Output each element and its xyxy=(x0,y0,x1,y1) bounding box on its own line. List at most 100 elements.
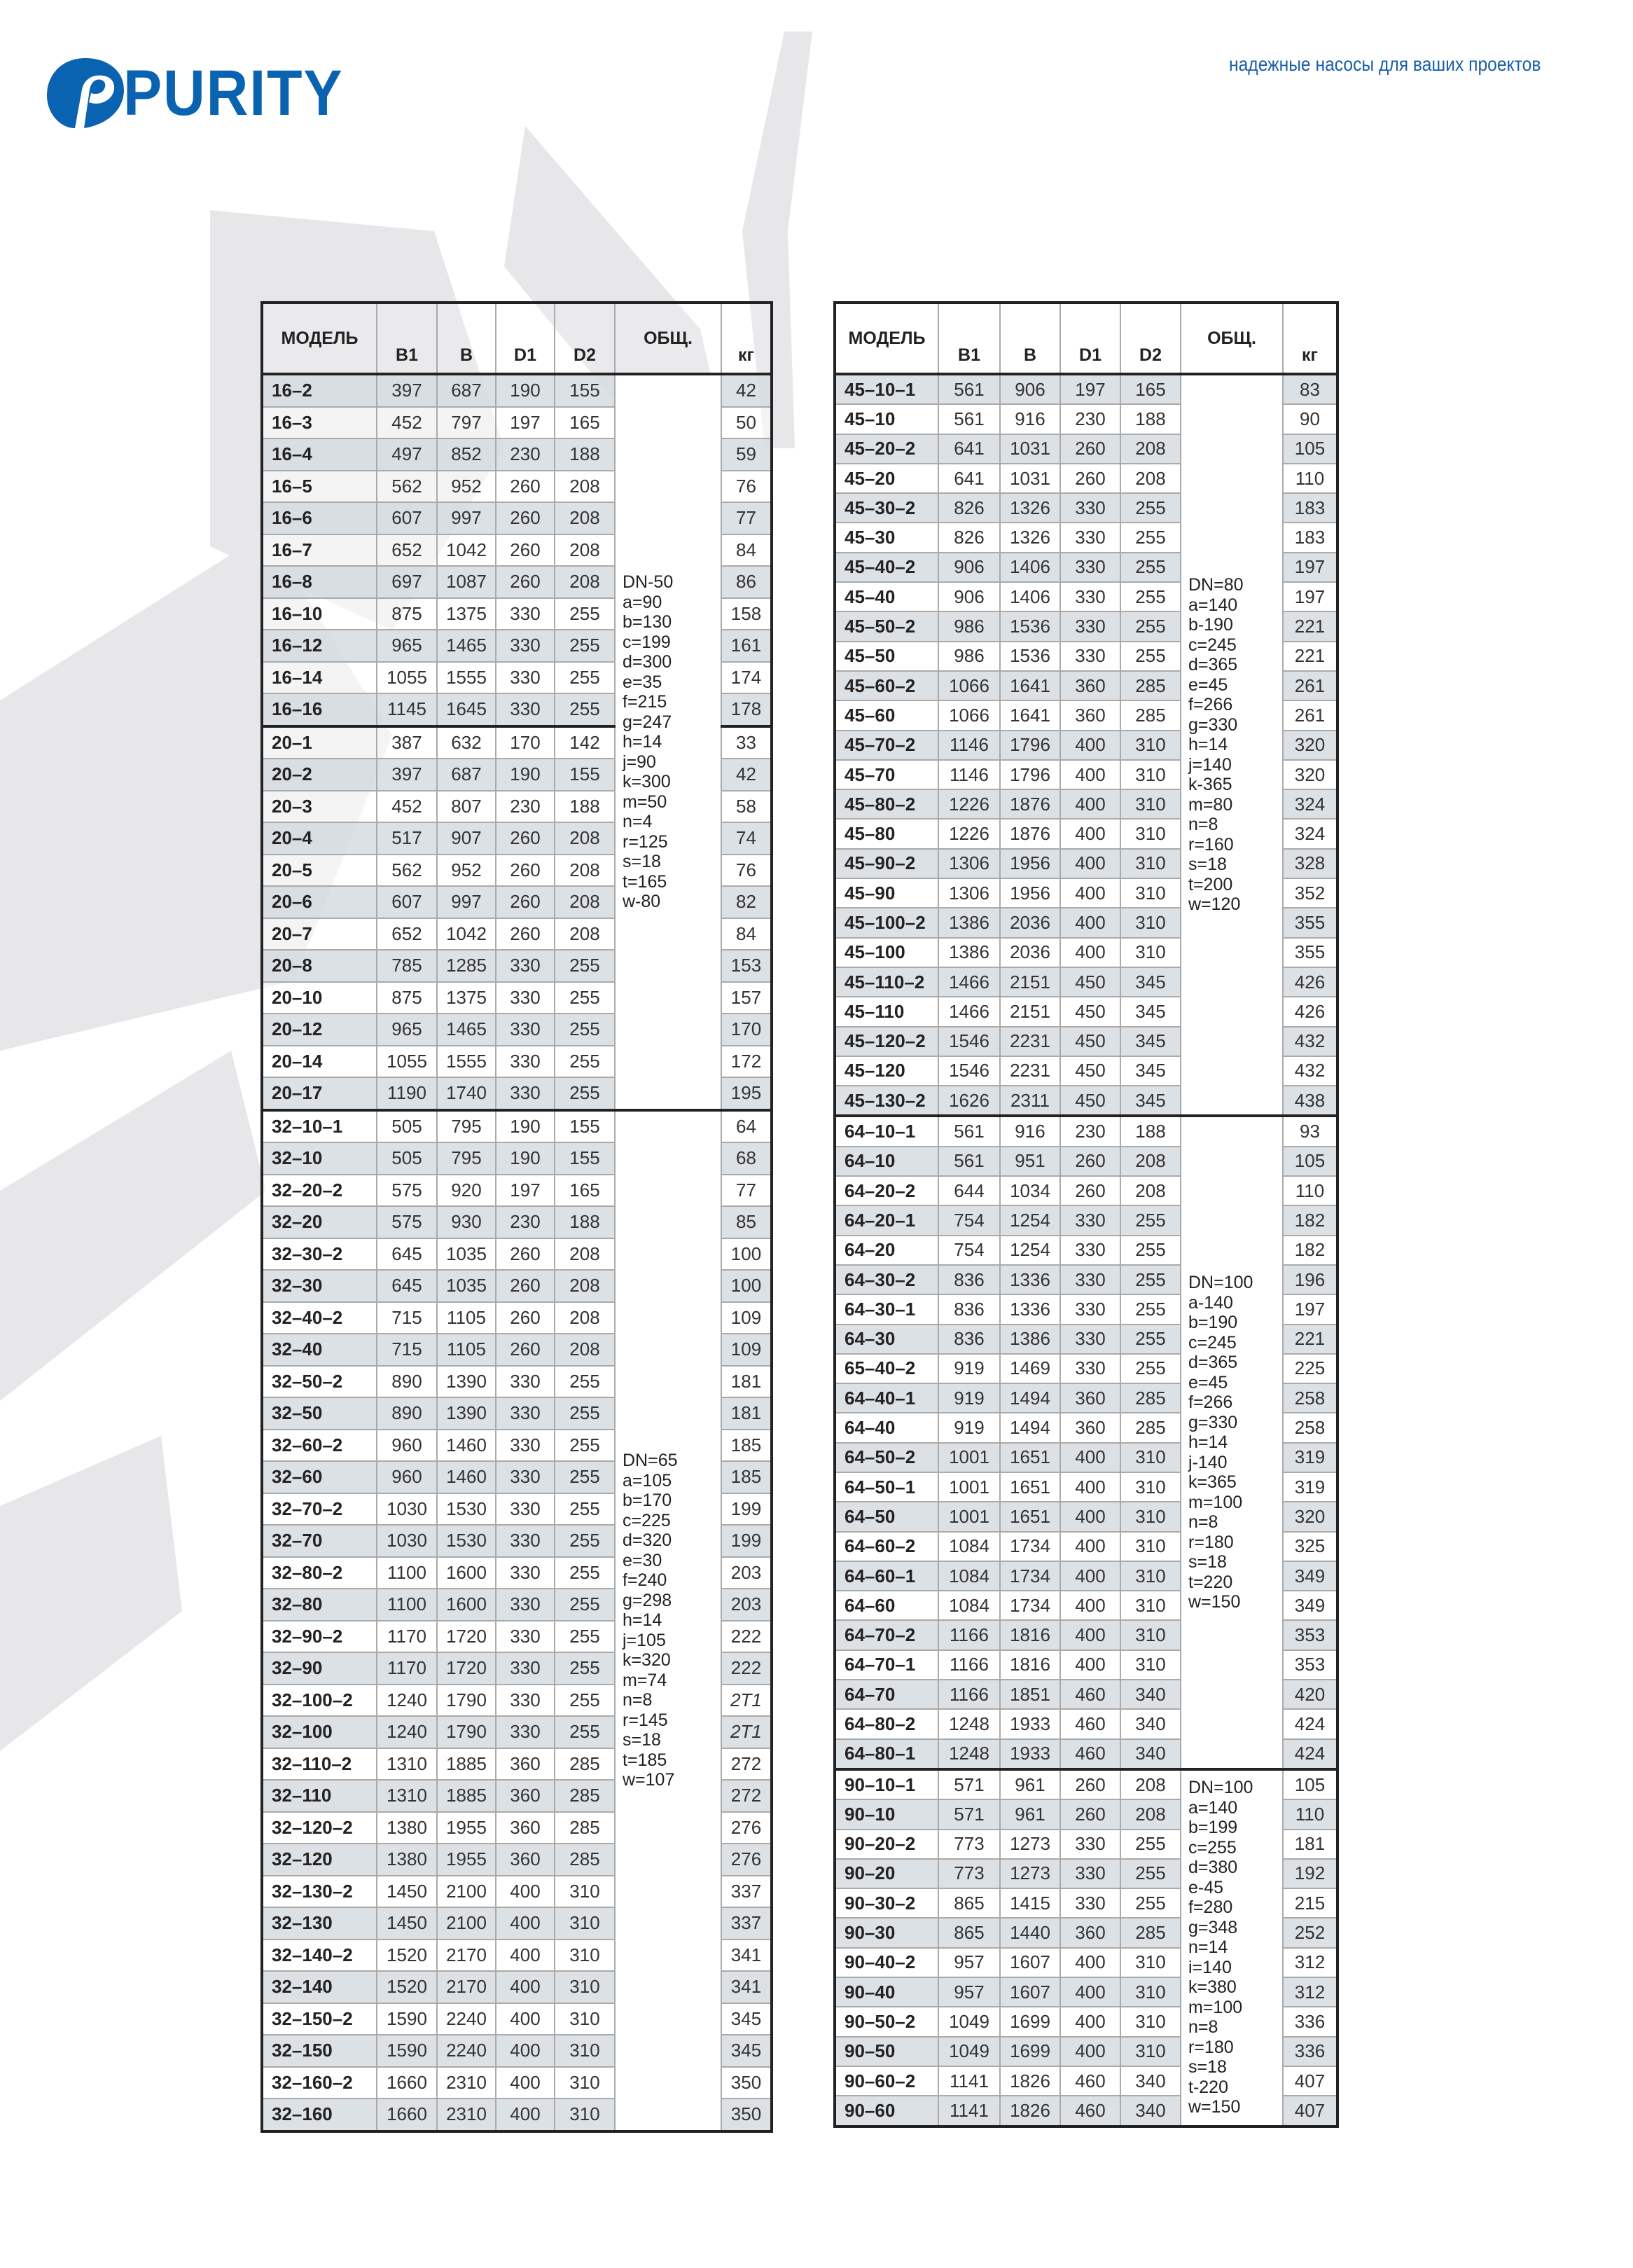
cell-d1: 400 xyxy=(1059,818,1121,850)
cell-kg: 42 xyxy=(721,373,772,408)
cell-b: 1933 xyxy=(999,1738,1061,1770)
note-line: DN=100 xyxy=(1188,1778,1253,1798)
table-row: 45–30–2 826 1326 330 255 183 xyxy=(834,492,1338,524)
cell-b: 2170 xyxy=(436,1938,496,1972)
cell-b: 1326 xyxy=(999,492,1061,524)
note-line: r=180 xyxy=(1188,2037,1234,2057)
cell-d2: 255 xyxy=(1120,1234,1181,1266)
table-row: 32–160 1660 2310 400 310 350 xyxy=(261,2098,772,2132)
cell-model: 45–80–2 xyxy=(834,789,939,820)
cell-d2: 285 xyxy=(1120,670,1181,702)
cell-b: 1885 xyxy=(436,1747,496,1780)
cell-model: 20–2 xyxy=(261,758,377,791)
cell-d1: 330 xyxy=(495,597,555,630)
cell-kg: 105 xyxy=(1282,1767,1338,1801)
cell-b1: 645 xyxy=(376,1237,438,1271)
cell-model: 45–70–2 xyxy=(834,729,939,761)
note-line: g=348 xyxy=(1188,1917,1238,1937)
note-line: i=140 xyxy=(1188,1957,1232,1977)
cell-d2: 255 xyxy=(554,597,616,630)
cell-b1: 1146 xyxy=(938,729,1001,761)
cell-model: 64–10 xyxy=(834,1145,939,1177)
cell-b1: 387 xyxy=(376,724,438,759)
cell-d2: 255 xyxy=(554,1652,616,1685)
cell-b1: 875 xyxy=(376,981,438,1014)
note-line: j-140 xyxy=(1188,1452,1228,1472)
cell-b: 2231 xyxy=(999,1055,1061,1087)
cell-model: 90–20–2 xyxy=(834,1828,939,1860)
note-line: t=200 xyxy=(1188,874,1233,894)
cell-d2: 208 xyxy=(1120,1767,1181,1801)
cell-d1: 360 xyxy=(1059,1412,1121,1444)
cell-d2: 255 xyxy=(554,1460,616,1494)
note-line: w-80 xyxy=(623,892,661,911)
cell-d1: 450 xyxy=(1059,996,1121,1028)
flange-dimensions-note: DN=100 a=140 b=199 c=255 d=380 e-45 f=280 g=348… xyxy=(1180,1767,1284,2127)
cell-d1: 330 xyxy=(1059,1353,1121,1385)
cell-b1: 1450 xyxy=(376,1874,438,1908)
table-row: 90–40 957 1607 400 310 312 xyxy=(834,1977,1338,2008)
cell-d1: 330 xyxy=(495,661,555,694)
cell-d2: 340 xyxy=(1120,2065,1181,2097)
cell-b1: 960 xyxy=(376,1428,438,1462)
table-row: 32–50 890 1390 330 255 181 xyxy=(261,1397,772,1430)
cell-b1: 1450 xyxy=(376,1907,438,1940)
table-row: 45–50–2 986 1536 330 255 221 xyxy=(834,611,1338,642)
cell-kg: 319 xyxy=(1282,1441,1338,1473)
note-line: n=4 xyxy=(623,812,653,831)
cell-d1: 330 xyxy=(495,1652,555,1685)
note-line: w=150 xyxy=(1188,1592,1241,1612)
table-row: 32–80 1100 1600 330 255 203 xyxy=(261,1588,772,1622)
cell-model: 64–70–1 xyxy=(834,1649,939,1681)
cell-b1: 1386 xyxy=(938,907,1001,939)
cell-model: 45–20 xyxy=(834,462,939,495)
cell-d1: 330 xyxy=(495,1588,555,1622)
cell-d1: 400 xyxy=(1059,1471,1121,1503)
cell-b: 1607 xyxy=(999,1947,1061,1979)
cell-d2: 208 xyxy=(1120,433,1181,464)
cell-model: 32–140–2 xyxy=(261,1938,377,1972)
table-row: 32–130 1450 2100 400 310 337 xyxy=(261,1907,772,1940)
cell-b1: 906 xyxy=(938,581,1001,613)
note-line: s=18 xyxy=(1188,855,1227,875)
cell-kg: 324 xyxy=(1282,789,1338,820)
cell-b1: 561 xyxy=(938,403,1001,435)
table-row: 64–70 1166 1851 460 340 420 xyxy=(834,1679,1338,1710)
cell-d1: 330 xyxy=(495,1428,555,1462)
cell-d2: 255 xyxy=(1120,1353,1181,1385)
cell-model: 32–60 xyxy=(261,1460,377,1494)
cell-kg: 203 xyxy=(721,1556,772,1589)
cell-d2: 208 xyxy=(554,1333,616,1367)
note-line: e=45 xyxy=(1188,675,1228,695)
note-line: k=380 xyxy=(1188,1977,1237,1998)
cell-d1: 260 xyxy=(1059,1175,1121,1207)
table-row: 32–120–2 1380 1955 360 285 276 xyxy=(261,1811,772,1844)
cell-d2: 310 xyxy=(554,2034,616,2068)
cell-b: 1816 xyxy=(999,1649,1061,1681)
note-line: c=245 xyxy=(1188,635,1237,655)
cell-model: 32–50 xyxy=(261,1397,377,1430)
cell-b: 1336 xyxy=(999,1294,1061,1325)
cell-d2: 310 xyxy=(1120,848,1181,880)
cell-d2: 165 xyxy=(554,1173,616,1207)
cell-d1: 330 xyxy=(495,981,555,1014)
table-row: 45–10 561 916 230 188 90 xyxy=(834,403,1338,435)
cell-model: 32–120 xyxy=(261,1843,377,1876)
cell-d1: 330 xyxy=(495,1077,555,1111)
cell-b1: 1084 xyxy=(938,1530,1001,1562)
cell-b: 2310 xyxy=(436,2098,496,2132)
cell-b1: 836 xyxy=(938,1294,1001,1325)
cell-d2: 255 xyxy=(554,629,616,663)
cell-d1: 260 xyxy=(495,533,555,567)
cell-kg: 195 xyxy=(721,1077,772,1111)
cell-model: 45–130–2 xyxy=(834,1085,939,1117)
flange-dimensions-note: DN=80 a=140 b-190 c=245 d=365 e=45 f=266 g=330 h… xyxy=(1180,373,1284,1117)
cell-b: 1720 xyxy=(436,1619,496,1653)
col-d2: D2 xyxy=(1120,303,1181,374)
cell-b1: 575 xyxy=(376,1173,438,1207)
cell-model: 32–130 xyxy=(261,1907,377,1940)
cell-d2: 208 xyxy=(554,533,616,567)
cell-b: 1955 xyxy=(436,1811,496,1844)
table-row: 32–120 1380 1955 360 285 276 xyxy=(261,1843,772,1876)
cell-d2: 155 xyxy=(554,373,616,408)
